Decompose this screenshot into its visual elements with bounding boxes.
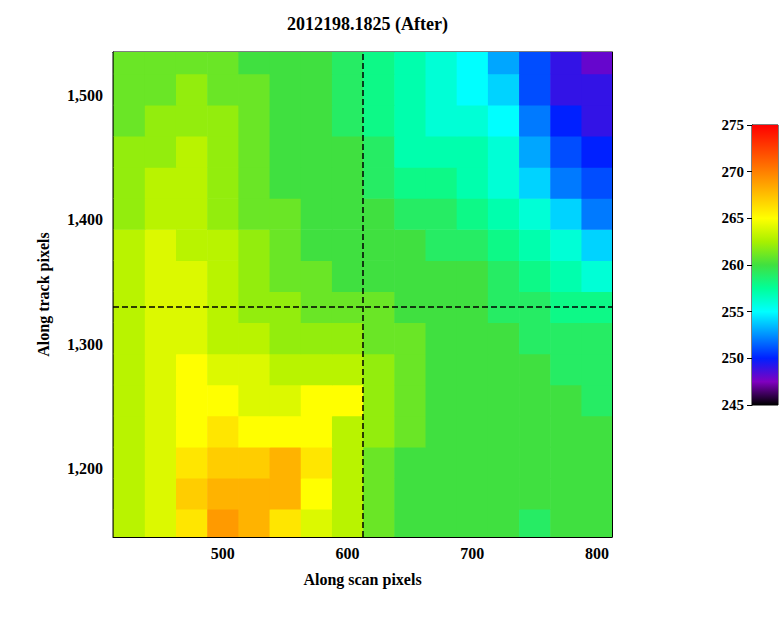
svg-text:255: 255: [722, 304, 745, 320]
svg-text:260: 260: [722, 257, 745, 273]
svg-text:1,400: 1,400: [67, 211, 103, 228]
svg-text:700: 700: [460, 545, 484, 562]
svg-text:1,300: 1,300: [67, 336, 103, 353]
svg-text:270: 270: [722, 164, 745, 180]
svg-text:275: 275: [722, 117, 745, 133]
svg-text:250: 250: [722, 350, 745, 366]
svg-text:1,200: 1,200: [67, 460, 103, 477]
svg-text:Along scan pixels: Along scan pixels: [303, 571, 421, 589]
svg-text:265: 265: [722, 210, 745, 226]
svg-text:800: 800: [585, 545, 609, 562]
svg-text:1,500: 1,500: [67, 87, 103, 104]
svg-text:600: 600: [336, 545, 360, 562]
svg-text:500: 500: [211, 545, 235, 562]
svg-text:2012198.1825 (After): 2012198.1825 (After): [287, 14, 448, 35]
svg-text:Along track pixels: Along track pixels: [35, 232, 53, 356]
svg-text:245: 245: [722, 397, 745, 413]
